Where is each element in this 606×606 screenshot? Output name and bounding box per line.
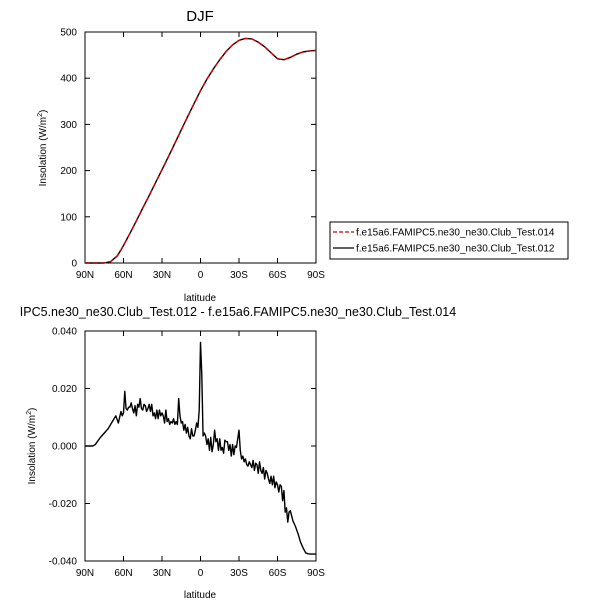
- y-tick-label-0-0: 0: [71, 259, 77, 270]
- bottom-panel: IPC5.ne30_ne30.Club_Test.012 - f.e15a6.F…: [20, 305, 456, 601]
- x-tick-label-0-2: 30N: [153, 270, 171, 281]
- x-tick-label-1-6: 90S: [307, 568, 325, 579]
- legend-label-012: f.e15a6.FAMIPC5.ne30_ne30.Club_Test.012: [356, 244, 555, 255]
- x-tick-label-0-0: 90N: [76, 270, 94, 281]
- bottom-xlabel: latitude: [184, 590, 217, 601]
- series-line-0-1: [85, 37, 316, 264]
- x-tick-label-1-3: 0: [198, 568, 204, 579]
- y-tick-label-0-4: 400: [60, 74, 77, 85]
- top-plot-area: 90N 60N 30N 0 30S 60S 90S 0 100 200 300 400 500: [60, 28, 325, 282]
- legend-label-014: f.e15a6.FAMIPC5.ne30_ne30.Club_Test.014: [356, 228, 555, 239]
- bottom-title: IPC5.ne30_ne30.Club_Test.012 - f.e15a6.F…: [20, 305, 456, 319]
- bottom-plot-area: 90N 60N 30N 0 30S 60S 90S -0.040 -0.020 0.000 0.02…: [49, 327, 326, 580]
- x-tick-label-1-2: 30N: [153, 568, 171, 579]
- x-tick-label-0-1: 60N: [114, 270, 132, 281]
- legend: f.e15a6.FAMIPC5.ne30_ne30.Club_Test.014 …: [329, 221, 569, 260]
- bottom-ylabel: Insolation (W/m2): [26, 408, 38, 485]
- top-ylabel: Insolation (W/m2): [37, 110, 49, 187]
- series-line-1-0: [85, 341, 316, 555]
- y-tick-label-1-2: 0.000: [52, 442, 77, 453]
- x-tick-label-1-1: 60N: [114, 568, 132, 579]
- y-tick-label-1-4: 0.040: [52, 327, 77, 338]
- top-xlabel: latitude: [184, 293, 217, 304]
- series-line-0-0: [85, 37, 316, 264]
- y-tick-label-1-1: -0.020: [49, 499, 78, 510]
- y-tick-label-0-2: 200: [60, 166, 77, 177]
- y-tick-label-1-3: 0.020: [52, 384, 77, 395]
- legend-box: [329, 221, 569, 260]
- x-tick-label-1-5: 60S: [269, 568, 287, 579]
- x-tick-label-0-5: 60S: [269, 270, 287, 281]
- x-tick-label-0-3: 0: [198, 270, 204, 281]
- y-tick-label-1-0: -0.040: [49, 557, 78, 568]
- y-tick-label-0-5: 500: [60, 28, 77, 39]
- x-tick-label-0-4: 30S: [230, 270, 248, 281]
- plot-frame-0: [84, 31, 317, 264]
- x-tick-label-0-6: 90S: [307, 270, 325, 281]
- y-tick-label-0-1: 100: [60, 212, 77, 223]
- top-title: DJF: [186, 8, 214, 25]
- y-tick-label-0-3: 300: [60, 120, 77, 131]
- x-tick-label-1-0: 90N: [76, 568, 94, 579]
- top-panel: DJF 90N 60N 30N 0 30S 60S 90S0100200300400500 …: [37, 8, 325, 304]
- x-tick-label-1-4: 30S: [230, 568, 248, 579]
